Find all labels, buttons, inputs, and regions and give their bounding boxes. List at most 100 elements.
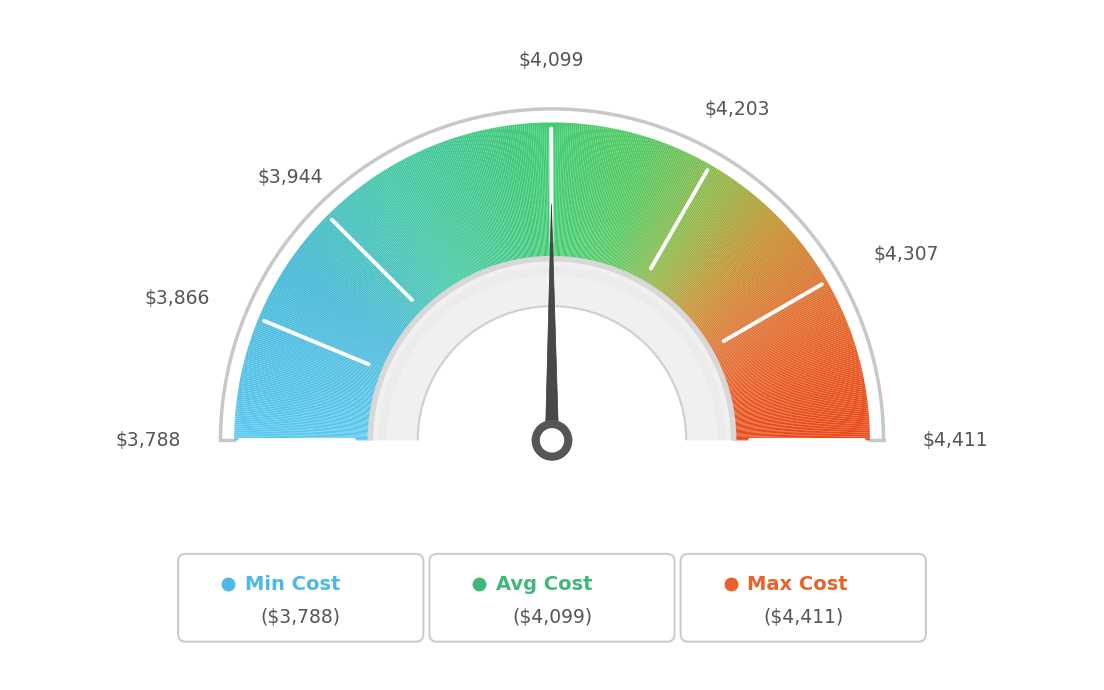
Polygon shape xyxy=(510,125,529,260)
Polygon shape xyxy=(319,223,420,317)
Polygon shape xyxy=(244,362,376,396)
Polygon shape xyxy=(268,294,391,358)
Polygon shape xyxy=(465,134,503,266)
Polygon shape xyxy=(623,148,678,274)
Polygon shape xyxy=(722,329,850,377)
Polygon shape xyxy=(601,134,639,266)
Polygon shape xyxy=(625,150,682,275)
Polygon shape xyxy=(582,127,606,262)
Polygon shape xyxy=(728,362,860,396)
Polygon shape xyxy=(639,161,707,282)
Polygon shape xyxy=(315,227,417,319)
Polygon shape xyxy=(616,143,666,270)
Polygon shape xyxy=(731,381,864,408)
Polygon shape xyxy=(250,340,380,384)
FancyBboxPatch shape xyxy=(681,554,926,642)
Polygon shape xyxy=(588,129,617,263)
Polygon shape xyxy=(597,132,633,265)
Polygon shape xyxy=(424,148,480,274)
Polygon shape xyxy=(279,275,396,347)
Polygon shape xyxy=(548,123,551,259)
Polygon shape xyxy=(698,250,808,333)
Polygon shape xyxy=(553,123,556,259)
Polygon shape xyxy=(532,123,542,259)
Polygon shape xyxy=(276,280,395,350)
Polygon shape xyxy=(490,128,518,262)
Polygon shape xyxy=(629,152,689,277)
Polygon shape xyxy=(290,258,403,337)
Polygon shape xyxy=(507,126,527,261)
Polygon shape xyxy=(410,155,471,278)
Polygon shape xyxy=(477,131,510,264)
Polygon shape xyxy=(282,272,399,345)
Polygon shape xyxy=(661,187,745,296)
Polygon shape xyxy=(712,290,834,356)
Polygon shape xyxy=(234,431,371,436)
Polygon shape xyxy=(679,213,775,311)
Polygon shape xyxy=(296,250,406,333)
Polygon shape xyxy=(701,260,815,338)
Polygon shape xyxy=(236,399,372,417)
Polygon shape xyxy=(389,167,459,284)
Polygon shape xyxy=(261,310,386,367)
Polygon shape xyxy=(710,284,829,352)
Polygon shape xyxy=(274,286,393,353)
Polygon shape xyxy=(719,316,846,371)
Polygon shape xyxy=(721,325,849,375)
Polygon shape xyxy=(293,255,404,335)
Polygon shape xyxy=(240,379,374,406)
Polygon shape xyxy=(724,340,854,384)
Polygon shape xyxy=(711,286,830,353)
Polygon shape xyxy=(668,195,756,301)
Polygon shape xyxy=(728,357,859,394)
Polygon shape xyxy=(571,124,586,259)
Polygon shape xyxy=(611,139,656,268)
Polygon shape xyxy=(719,314,845,369)
Polygon shape xyxy=(708,277,826,348)
Polygon shape xyxy=(733,433,870,437)
Polygon shape xyxy=(308,235,414,324)
Polygon shape xyxy=(338,204,431,306)
Polygon shape xyxy=(559,123,566,259)
Polygon shape xyxy=(669,197,757,302)
Polygon shape xyxy=(325,217,423,313)
Polygon shape xyxy=(733,415,869,426)
Polygon shape xyxy=(726,352,858,391)
Polygon shape xyxy=(287,264,401,340)
Polygon shape xyxy=(612,140,658,269)
Text: $4,411: $4,411 xyxy=(923,431,988,450)
Polygon shape xyxy=(540,123,546,259)
Polygon shape xyxy=(728,359,860,395)
Polygon shape xyxy=(733,411,869,424)
Polygon shape xyxy=(607,137,650,268)
Polygon shape xyxy=(716,307,841,365)
Text: $4,099: $4,099 xyxy=(518,50,584,70)
Polygon shape xyxy=(380,172,455,288)
Polygon shape xyxy=(302,242,410,328)
Polygon shape xyxy=(524,124,538,259)
Polygon shape xyxy=(314,228,416,320)
Polygon shape xyxy=(251,337,381,382)
Polygon shape xyxy=(666,193,753,299)
Polygon shape xyxy=(593,130,625,264)
Polygon shape xyxy=(448,139,493,268)
Polygon shape xyxy=(650,173,725,288)
Polygon shape xyxy=(498,127,522,262)
Polygon shape xyxy=(243,365,375,399)
Polygon shape xyxy=(418,151,477,275)
Polygon shape xyxy=(686,226,788,319)
Polygon shape xyxy=(234,433,371,437)
Polygon shape xyxy=(725,344,856,386)
Polygon shape xyxy=(309,233,414,323)
Polygon shape xyxy=(598,133,635,265)
Polygon shape xyxy=(234,438,370,440)
Polygon shape xyxy=(545,204,559,440)
Polygon shape xyxy=(275,282,394,351)
Polygon shape xyxy=(390,166,460,284)
Polygon shape xyxy=(407,156,470,279)
Polygon shape xyxy=(351,193,438,299)
Polygon shape xyxy=(720,318,846,371)
Polygon shape xyxy=(637,159,702,280)
Polygon shape xyxy=(673,204,765,306)
Polygon shape xyxy=(732,404,868,421)
